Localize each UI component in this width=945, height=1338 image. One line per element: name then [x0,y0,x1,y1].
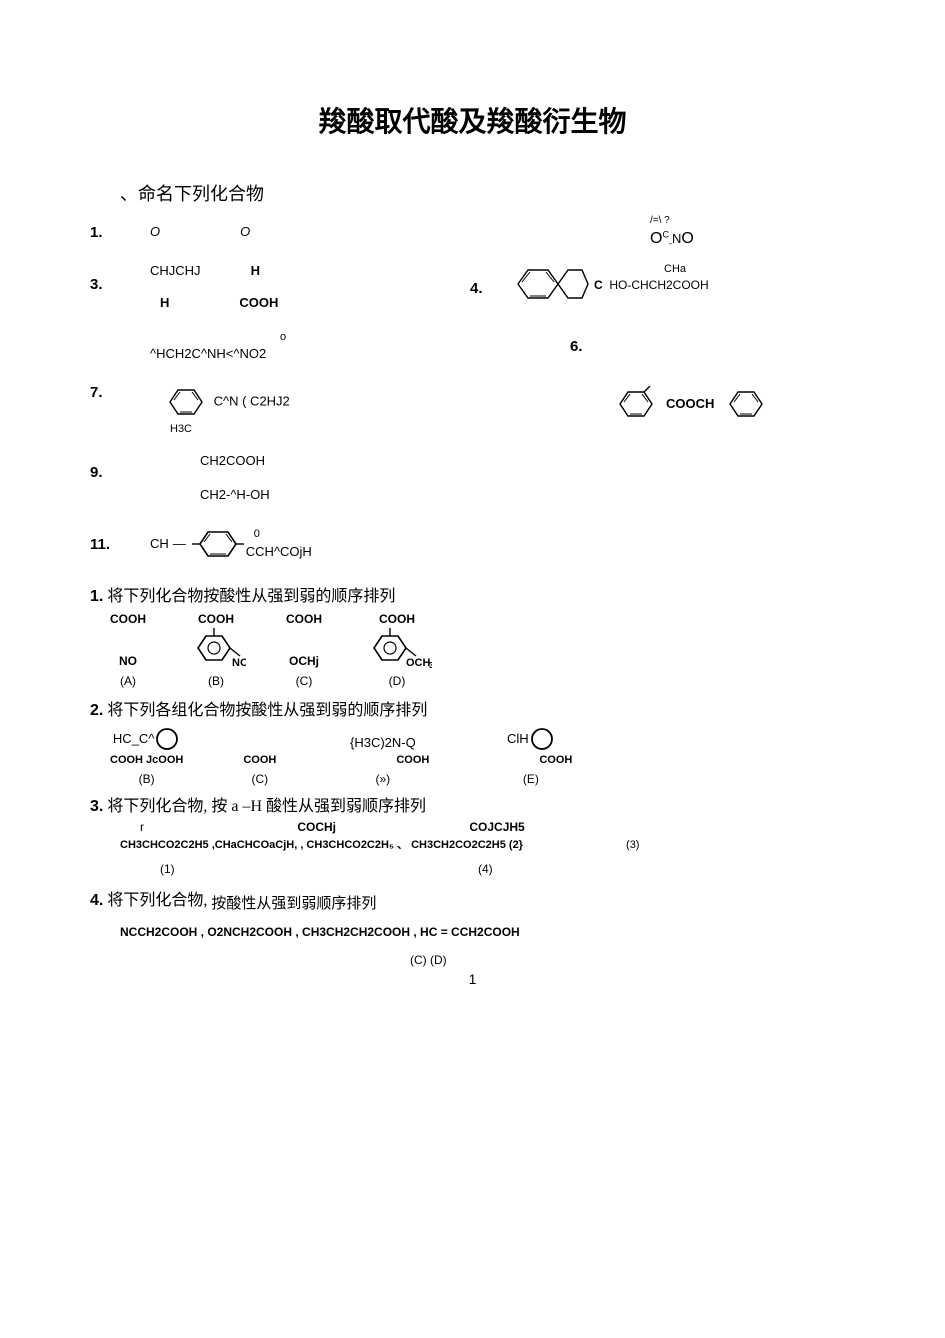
benzene-icon: OCH 3 [362,628,432,668]
option: ClH COOH (E) [489,726,572,786]
section-heading: 、命名下列化合物 [120,180,855,206]
formula: CH2COOH CH2-^H-OH [200,452,270,504]
question-block: 4. 将下列化合物, 按酸性从强到弱顺序排列 NCCH2COOH , O2NCH… [90,886,855,967]
compound-row: 9. CH2COOH CH2-^H-OH [90,452,855,504]
item-number: 11. [90,536,130,553]
question-title: 2. 将下列各组化合物按酸性从强到弱的顺序排列 [90,696,855,720]
compound-row: 11. CH — 0 CCH^COjH [90,524,855,564]
options-row: HC_C^ COOH JcOOH (B) COOH (C) {H3C)2N-Q … [110,726,855,786]
compound-row: 1. O O /=\ ? OC-NO [90,212,855,252]
option: HC_C^ COOH JcOOH (B) [110,726,183,786]
option: COOH OCHj (C) [286,612,322,688]
item-number: 7. [90,384,130,401]
benzene-icon [610,386,660,422]
benzene-icon [160,384,210,420]
formula-line: NCCH2COOH , O2NCH2COOH , CH3CH2CH2COOH ,… [120,925,855,939]
item-number: 3. [90,276,130,293]
option: COOH NO2 (B) [186,612,246,688]
formula: C^N ( C2HJ2 H3C [160,384,290,437]
option: {H3C)2N-Q COOH (») [336,734,429,786]
compound-row: o ^HCH2C^NH<^NO2 6. [90,326,855,366]
question-title: 4. 将下列化合物, 按酸性从强到弱顺序排列 [90,886,855,913]
page: 羧酸取代酸及羧酸衍生物 、命名下列化合物 1. O O /=\ ? OC-NO … [0,0,945,1007]
formula-line: CH3CHCO2C2H5 ,CHaCHCOaCjH, , CH3CHCO2C2H… [120,836,855,852]
option: COOH OCH 3 (D) [362,612,432,688]
formula: o ^HCH2C^NH<^NO2 [150,330,286,364]
formula: /=\ ? OC-NO [650,214,694,250]
item-number: 4. [470,280,510,297]
formula-line: (1) (4) [120,862,855,876]
formula: COOCH [666,395,714,413]
formula: CHa C HO-CHCH2COOH [594,262,709,294]
item-number: 6. [570,338,610,355]
item-number: 1. [90,224,130,241]
option-labels: (C) (D) [410,953,855,967]
benzene-icon [720,386,770,422]
question-title: 1. 将下列化合物按酸性从强到弱的顺序排列 [90,582,855,606]
page-title: 羧酸取代酸及羧酸衍生物 [90,100,855,140]
formula: CH [150,535,169,553]
benzene-icon: NO2 [186,628,246,668]
formula: CHJCHJH HCOOH [150,262,278,312]
question-title: 3. 将下列化合物, 按 a –H 酸性从强到弱顺序排列 [90,792,855,816]
page-number: 1 [0,971,945,987]
compound-row: 3. CHJCHJH HCOOH 4. CHa C HO-CHCH2COOH [90,262,855,312]
svg-text:3: 3 [429,661,432,668]
formula: O [240,223,250,241]
benzene-icon [190,526,246,562]
ring-icon [529,726,555,752]
option: COOH (C) [243,730,276,786]
question-block: 2. 将下列各组化合物按酸性从强到弱的顺序排列 HC_C^ COOH JcOOH… [90,696,855,786]
formula: O [150,223,160,241]
formula-line: r COCHj COJCJH5 [120,820,855,834]
formula: 0 CCH^COjH [246,527,312,561]
svg-text:OCH: OCH [406,657,431,668]
compound-row: 7. C^N ( C2HJ2 H3C COOCH [90,384,855,437]
options-row: COOH NO (A) COOH NO2 (B) COOH OCHj [110,612,855,688]
naphthalene-icon [510,262,590,306]
question-block: 3. 将下列化合物, 按 a –H 酸性从强到弱顺序排列 r COCHj COJ… [90,792,855,876]
option: COOH NO (A) [110,612,146,688]
ring-icon [154,726,180,752]
item-number: 9. [90,464,130,481]
svg-text:NO2: NO2 [232,657,246,668]
question-block: 1. 将下列化合物按酸性从强到弱的顺序排列 COOH NO (A) COOH N… [90,582,855,688]
